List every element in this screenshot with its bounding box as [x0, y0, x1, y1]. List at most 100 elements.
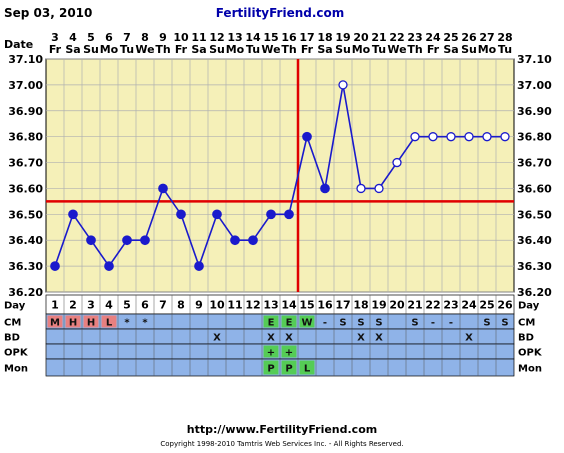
cm-cell-value: H	[87, 318, 95, 329]
bd-cell-value: X	[465, 333, 473, 344]
plot-area: 36.20 36.20 36.30 36.30 36.40 36.40 36.50 36.50…	[8, 53, 552, 299]
weekday-label: Mo	[478, 43, 497, 56]
weekday-label: Th	[155, 43, 170, 56]
opk-cell-value: +	[267, 348, 275, 359]
day-cell-value: 20	[389, 299, 405, 312]
y-tick-label-right: 37.00	[517, 79, 552, 92]
temperature-point	[194, 261, 204, 271]
day-cell-value: 13	[263, 299, 278, 312]
y-tick-label-left: 37.00	[8, 79, 43, 92]
temperature-point	[410, 132, 420, 142]
mon-cell-value: P	[285, 364, 292, 375]
cm-cell-value: -	[431, 318, 435, 329]
date-number: 9	[159, 31, 167, 44]
cm-cell-value: S	[483, 318, 490, 329]
y-tick-label-left: 36.30	[8, 260, 43, 273]
y-tick-label-right: 36.50	[517, 208, 552, 221]
cm-row-label-left: CM	[4, 318, 21, 329]
y-tick-label-right: 36.80	[517, 131, 552, 144]
y-tick-label-right: 36.30	[517, 260, 552, 273]
date-number: 21	[371, 31, 386, 44]
day-cell-value: 7	[159, 299, 167, 312]
date-number: 25	[443, 31, 458, 44]
mon-cell-value: P	[267, 364, 274, 375]
date-number: 23	[407, 31, 422, 44]
weekday-label: Mo	[226, 43, 245, 56]
cm-cell-highlight	[281, 315, 297, 328]
day-cell-value: 26	[497, 299, 513, 312]
cm-cell-value: S	[375, 318, 382, 329]
day-cell-value: 22	[425, 299, 440, 312]
date-number: 16	[281, 31, 297, 44]
day-cell-value: 14	[281, 299, 297, 312]
day-cell-value: 18	[353, 299, 368, 312]
cm-cell-highlight	[101, 315, 117, 328]
y-tick-label-left: 36.60	[8, 182, 43, 195]
temperature-point	[284, 209, 294, 220]
weekday-label: Su	[461, 43, 477, 56]
weekday-label: Mo	[352, 43, 371, 56]
day-cell-value: 15	[299, 299, 314, 312]
opk-cell-value: +	[285, 348, 293, 359]
date-number: 27	[479, 31, 494, 44]
y-tick-label-left: 36.90	[8, 105, 43, 118]
day-cell-value: 5	[123, 299, 131, 312]
day-row-label-right: Day	[518, 301, 540, 312]
date-number: 18	[317, 31, 332, 44]
weekday-label: Fr	[301, 43, 314, 56]
weekday-label: Tu	[120, 43, 134, 56]
weekday-label: Su	[209, 43, 225, 56]
temperature-point	[446, 132, 456, 142]
date-number: 22	[389, 31, 404, 44]
date-number: 11	[191, 31, 206, 44]
cm-cell-value: *	[142, 318, 148, 329]
chart-date: Sep 03, 2010	[4, 6, 92, 20]
temperature-point	[86, 235, 96, 246]
cm-cell-highlight	[65, 315, 81, 328]
bd-cell-value: X	[375, 333, 383, 344]
temperature-point	[68, 209, 78, 220]
y-tick-label-left: 36.20	[8, 286, 43, 299]
y-tick-label-left: 36.70	[8, 157, 43, 170]
bd-row-label-right: BD	[518, 333, 534, 344]
opk-row-label-right: OPK	[518, 348, 543, 359]
temperature-point	[302, 131, 312, 142]
weekday-label: Sa	[443, 43, 458, 56]
date-number: 17	[299, 31, 314, 44]
weekday-label: Su	[83, 43, 99, 56]
weekday-label: Tu	[372, 43, 386, 56]
date-number: 7	[123, 31, 131, 44]
y-tick-label-right: 36.20	[517, 286, 552, 299]
weekday-label: Sa	[191, 43, 206, 56]
mon-cell-value: L	[304, 364, 311, 375]
weekday-label: Fr	[427, 43, 440, 56]
weekday-label: Mo	[100, 43, 119, 56]
day-cell-value: 1	[51, 299, 59, 312]
temperature-point	[104, 261, 114, 271]
day-cell-value: 12	[245, 299, 260, 312]
day-cell-value: 24	[461, 299, 477, 312]
y-tick-label-left: 36.50	[8, 208, 43, 221]
day-row-label-left: Day	[4, 301, 26, 312]
temperature-point	[248, 235, 258, 246]
weekday-label: Tu	[498, 43, 512, 56]
temperature-point	[158, 183, 168, 194]
cm-cell-highlight	[263, 315, 279, 328]
cm-cell-value: E	[268, 318, 275, 329]
date-number: 13	[227, 31, 242, 44]
opk-cell-highlight	[263, 345, 279, 358]
temperature-point	[374, 183, 384, 194]
day-cell-value: 21	[407, 299, 422, 312]
temperature-point	[482, 132, 492, 142]
cm-cell-highlight	[299, 315, 315, 328]
date-number: 26	[461, 31, 477, 44]
footer-copyright: Copyright 1998-2010 Tamtris Web Services…	[160, 440, 403, 448]
weekday-label: Fr	[49, 43, 62, 56]
day-cell-value: 23	[443, 299, 458, 312]
bd-row-label-left: BD	[4, 333, 20, 344]
y-tick-label-right: 36.40	[517, 234, 552, 247]
opk-cell-highlight	[281, 345, 297, 358]
y-tick-label-left: 36.80	[8, 131, 43, 144]
